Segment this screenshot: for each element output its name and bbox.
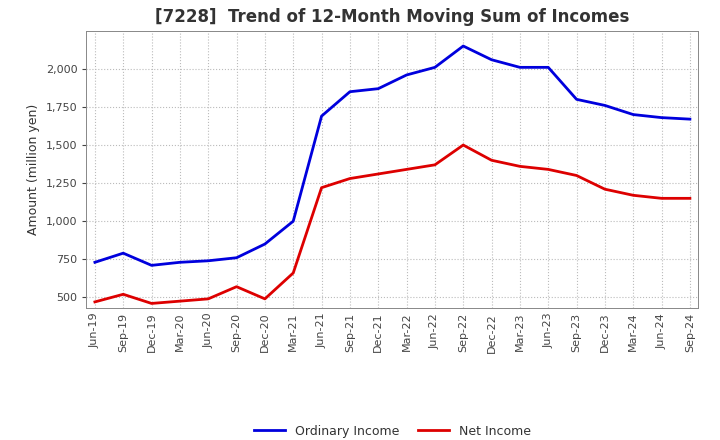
Ordinary Income — [572, 97, 581, 102]
Net Income — [148, 301, 156, 306]
Ordinary Income — [487, 57, 496, 62]
Net Income — [176, 298, 184, 304]
Ordinary Income — [119, 250, 127, 256]
Ordinary Income — [261, 242, 269, 247]
Net Income — [572, 173, 581, 178]
Ordinary Income — [657, 115, 666, 120]
Ordinary Income — [148, 263, 156, 268]
Ordinary Income — [402, 72, 411, 77]
Ordinary Income — [374, 86, 382, 92]
Ordinary Income — [233, 255, 241, 260]
Ordinary Income — [318, 114, 326, 119]
Net Income — [119, 292, 127, 297]
Legend: Ordinary Income, Net Income: Ordinary Income, Net Income — [248, 420, 536, 440]
Ordinary Income — [176, 260, 184, 265]
Net Income — [516, 164, 524, 169]
Net Income — [431, 162, 439, 168]
Net Income — [261, 296, 269, 301]
Net Income — [685, 196, 694, 201]
Net Income — [204, 296, 212, 301]
Title: [7228]  Trend of 12-Month Moving Sum of Incomes: [7228] Trend of 12-Month Moving Sum of I… — [156, 8, 629, 26]
Net Income — [629, 193, 637, 198]
Ordinary Income — [91, 260, 99, 265]
Net Income — [233, 284, 241, 290]
Ordinary Income — [600, 103, 609, 108]
Net Income — [346, 176, 354, 181]
Ordinary Income — [629, 112, 637, 117]
Net Income — [459, 143, 467, 148]
Ordinary Income — [544, 65, 552, 70]
Net Income — [289, 270, 297, 275]
Ordinary Income — [289, 219, 297, 224]
Net Income — [487, 158, 496, 163]
Ordinary Income — [459, 44, 467, 49]
Net Income — [318, 185, 326, 191]
Line: Ordinary Income: Ordinary Income — [95, 46, 690, 265]
Ordinary Income — [204, 258, 212, 264]
Ordinary Income — [431, 65, 439, 70]
Ordinary Income — [516, 65, 524, 70]
Net Income — [657, 196, 666, 201]
Net Income — [544, 167, 552, 172]
Net Income — [402, 167, 411, 172]
Net Income — [600, 187, 609, 192]
Net Income — [91, 299, 99, 304]
Net Income — [374, 171, 382, 176]
Ordinary Income — [685, 117, 694, 122]
Ordinary Income — [346, 89, 354, 94]
Y-axis label: Amount (million yen): Amount (million yen) — [27, 104, 40, 235]
Line: Net Income: Net Income — [95, 145, 690, 304]
